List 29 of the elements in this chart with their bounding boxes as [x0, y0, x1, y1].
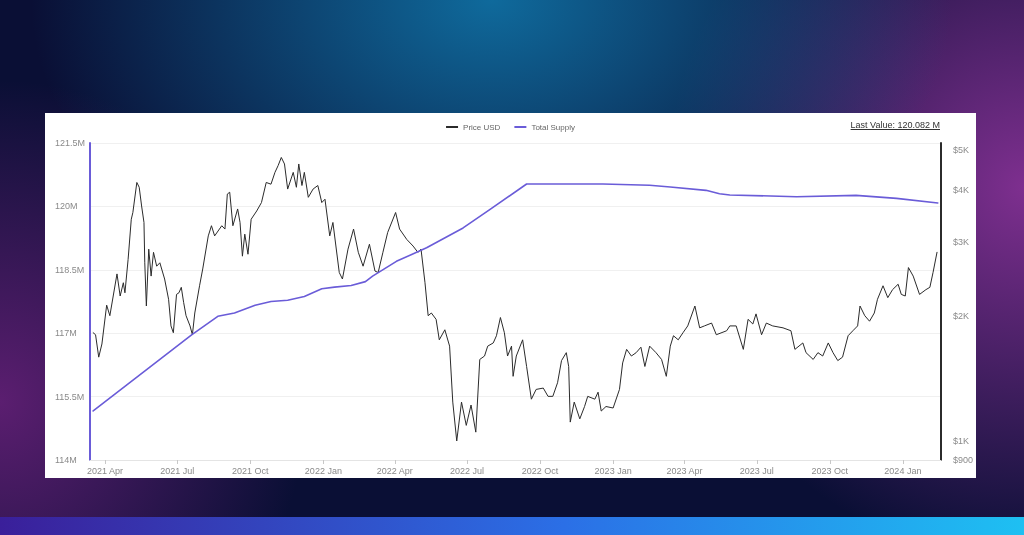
x-tick-label: 2023 Jan: [594, 465, 632, 476]
y2-tick-label: $900: [952, 455, 974, 465]
x-tick-label: 2024 Jan: [884, 465, 922, 476]
x-tick-label: 2023 Apr: [666, 465, 703, 476]
y2-tick-label: $2K: [952, 310, 969, 321]
y-tick-label: 115.5M: [55, 391, 85, 402]
y-tick-label: 117M: [55, 328, 77, 339]
y2-tick-label: $4K: [952, 185, 969, 196]
x-tick-label: 2021 Jul: [160, 465, 195, 476]
x-tick-label: 2022 Jan: [304, 465, 342, 476]
y2-tick-label: $1K: [952, 435, 969, 446]
x-tick-label: 2022 Jul: [450, 465, 485, 476]
y-tick-label: 114M: [55, 455, 77, 465]
x-tick-label: 2021 Oct: [232, 465, 270, 476]
x-tick-label: 2023 Oct: [811, 465, 849, 476]
x-tick-label: 2021 Apr: [87, 465, 124, 476]
x-tick-label: 2022 Apr: [376, 465, 413, 476]
y-tick-label: 121.5M: [55, 138, 86, 148]
line-series: [92, 156, 938, 442]
y-tick-label: 120M: [55, 201, 78, 212]
line-series: [92, 183, 939, 412]
legend-label: Total Supply: [531, 122, 575, 132]
y2-tick-label: $3K: [952, 237, 969, 248]
legend-label: Price USD: [463, 122, 501, 132]
y2-tick-label: $5K: [952, 145, 969, 156]
y-tick-label: 118.5M: [55, 264, 85, 275]
text: Last Value: 120.082 M: [850, 119, 940, 131]
x-tick-label: 2022 Oct: [521, 465, 559, 476]
x-tick-label: 2023 Jul: [739, 465, 774, 476]
